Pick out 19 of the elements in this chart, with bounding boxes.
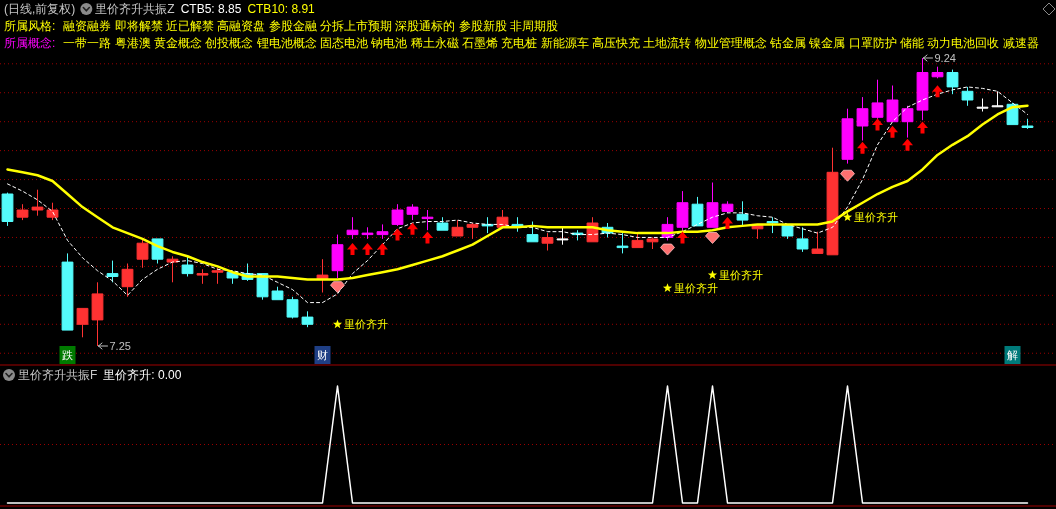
legend-item: 里价齐升: 0.00 <box>103 368 182 382</box>
legend-item: CTB10: 8.91 <box>247 2 315 16</box>
subtitle: 里价齐升共振Z <box>95 2 175 16</box>
legend-item: CTB5: 8.85 <box>180 2 242 16</box>
value-label: 里价齐升 <box>719 269 763 282</box>
category-label: 解 <box>1007 349 1018 361</box>
title: 里价齐升共振F <box>18 368 98 382</box>
annotation: 一带一路 粤港澳 黄金概念 创投概念 锂电池概念 固态电池 钠电池 稀土永磁 石墨烯 充电桩 新能源车 高压快充 土地流转 物业管理概念 钴金属 镍金属 口罩防护 储能 动力电池回收 减速器 <box>63 36 1039 50</box>
annotation: 所属概念: <box>4 36 56 50</box>
value-label: 7.25 <box>109 340 131 352</box>
annotation: 融资融券 即将解禁 近已解禁 高融资盘 参股金融 分拆上市预期 深股通标的 参股新股 非周期股 <box>63 19 558 33</box>
title: (日线,前复权) <box>4 2 76 16</box>
category-label: 财 <box>317 349 328 361</box>
category-label: 跌 <box>62 349 73 361</box>
annotation: 所属风格: <box>4 19 56 33</box>
value-label: 里价齐升 <box>674 282 718 295</box>
value-label: 里价齐升 <box>854 211 898 224</box>
value-label: 9.24 <box>934 52 956 64</box>
value-label: 里价齐升 <box>344 318 388 331</box>
